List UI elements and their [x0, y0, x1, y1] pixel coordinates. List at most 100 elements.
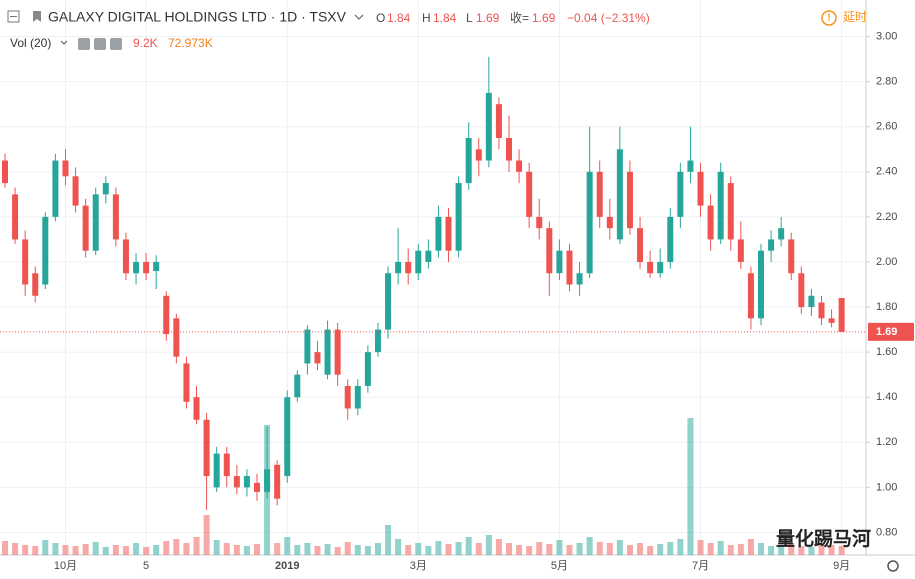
candle-body	[284, 397, 291, 477]
candle-body	[173, 318, 180, 357]
volume-bar	[243, 546, 250, 555]
volume-bar	[102, 547, 109, 555]
y-tick-label: 2.20	[876, 211, 897, 223]
candle-body	[596, 171, 603, 217]
volume-bar	[495, 539, 502, 555]
volume-bar	[818, 544, 825, 555]
y-tick-label: 1.20	[876, 436, 897, 448]
volume-bar	[838, 545, 845, 555]
candle-body	[112, 194, 119, 240]
candle-body	[122, 239, 129, 274]
vol-dropdown[interactable]	[60, 40, 68, 45]
settings-icon[interactable]	[94, 38, 106, 50]
volume-bar	[223, 543, 230, 555]
candle-body	[304, 329, 311, 364]
candle-body	[808, 295, 815, 308]
volume-bar	[778, 545, 785, 555]
h-label: H	[422, 11, 431, 25]
volume-bar	[677, 539, 684, 555]
candle-body	[405, 261, 412, 274]
candle-body	[324, 329, 331, 375]
candle-body	[495, 104, 502, 138]
candle-body	[344, 385, 351, 409]
candle-body	[707, 205, 714, 240]
y-tick-label: 1.40	[876, 391, 897, 403]
volume-bar	[254, 544, 260, 555]
volume-bar	[163, 541, 170, 555]
c-label: 收=	[510, 11, 529, 25]
volume-bar	[385, 525, 392, 555]
x-tick-label: 2019	[275, 560, 299, 572]
candle-body	[677, 171, 684, 217]
candle-body	[223, 453, 230, 477]
candle-body	[415, 250, 422, 274]
volume-bar	[657, 544, 664, 555]
candle-body	[606, 216, 613, 229]
volume-bar	[274, 543, 281, 555]
y-tick-label: 2.00	[876, 256, 897, 268]
y-tick-label: 2.80	[876, 76, 897, 88]
candle-body	[485, 92, 492, 161]
candle-body	[22, 239, 29, 285]
bookmark-icon[interactable]	[33, 11, 41, 22]
volume-bar	[193, 537, 200, 555]
volume-bar	[314, 546, 321, 555]
delay-label[interactable]: 延时	[843, 10, 867, 24]
volume-bar	[233, 545, 240, 555]
delay-icon	[821, 10, 837, 26]
volume-bar	[788, 543, 795, 555]
collapse-icon[interactable]	[7, 10, 20, 23]
candle-body	[536, 216, 543, 229]
dropdown-icon[interactable]	[354, 14, 364, 20]
y-tick-label: 3.00	[876, 30, 897, 42]
y-tick-label: 1.60	[876, 346, 897, 358]
settings-gear[interactable]	[887, 560, 899, 572]
volume-bar	[153, 545, 160, 555]
candle-body	[667, 216, 674, 262]
candle-body	[143, 261, 150, 274]
eye-icon[interactable]	[78, 38, 90, 50]
candle-body	[475, 149, 482, 161]
symbol-title: GALAXY DIGITAL HOLDINGS LTD · 1D · TSXV	[48, 9, 347, 25]
x-tick-label: 7月	[692, 560, 709, 572]
candle-body	[294, 374, 301, 398]
volume-bar	[425, 546, 432, 555]
candle-body	[657, 261, 664, 274]
candle-body	[82, 205, 89, 251]
volume-bar	[92, 542, 99, 555]
candle-body	[385, 273, 392, 330]
candle-body	[374, 329, 381, 353]
volume-bar	[828, 545, 835, 555]
last-price-tag	[868, 322, 914, 341]
volume-bar	[122, 546, 129, 555]
volume-bar	[112, 545, 119, 555]
volume-bar	[717, 541, 724, 555]
volume-bar	[324, 544, 331, 555]
volume-bar	[203, 515, 210, 555]
o-value: 1.84	[387, 11, 411, 25]
volume-bar	[395, 539, 402, 555]
volume-bar	[566, 545, 573, 555]
candle-body	[62, 160, 69, 177]
candle-body	[687, 160, 694, 172]
volume-bar	[506, 543, 512, 555]
last-price-label: 1.69	[876, 326, 897, 338]
candle-body	[546, 228, 553, 274]
x-tick-label: 9月	[833, 560, 850, 572]
volume-bar	[32, 546, 39, 555]
y-tick-label: 1.80	[876, 301, 897, 313]
volume-bar	[586, 537, 593, 555]
volume-bar	[213, 540, 220, 555]
volume-bar	[596, 542, 603, 555]
volume-bar	[485, 535, 492, 555]
candle-body	[768, 239, 775, 251]
volume-bar	[364, 546, 371, 555]
volume-bar	[304, 543, 311, 555]
remove-icon[interactable]	[110, 38, 122, 50]
volume-bar	[415, 543, 422, 555]
candle-body	[314, 352, 321, 364]
volume-bar	[183, 543, 190, 555]
volume-bar	[667, 542, 674, 555]
candle-body	[828, 318, 835, 323]
candle-body	[183, 363, 190, 402]
